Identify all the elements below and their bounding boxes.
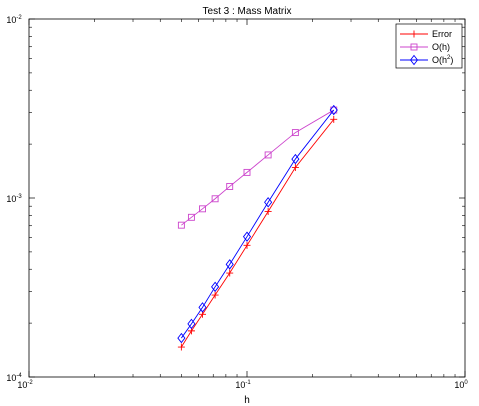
legend-entry: O(h2)	[400, 54, 453, 66]
diamond-marker	[198, 302, 207, 313]
plot-background	[29, 19, 465, 377]
diamond-marker	[291, 153, 300, 165]
diamond-marker	[329, 104, 338, 116]
plot-frame	[28, 18, 466, 378]
diamond-marker	[409, 54, 419, 66]
square-marker	[410, 43, 418, 51]
series-square	[177, 106, 338, 229]
legend-box	[395, 23, 463, 69]
plus-marker	[177, 343, 185, 351]
x-axis-label: h	[244, 395, 250, 406]
series-line	[181, 109, 334, 226]
plus-marker	[264, 208, 272, 216]
square-marker	[291, 129, 299, 137]
square-marker	[226, 183, 234, 190]
y-tick-label: 10-4	[6, 373, 22, 383]
diamond-marker	[242, 231, 252, 242]
diamond-marker	[187, 318, 196, 330]
x-tick-label: 10-1	[235, 380, 251, 390]
y-tick-label: 10-3	[6, 194, 22, 204]
series-line	[181, 109, 335, 339]
y-tick-label: 10-2	[6, 15, 22, 25]
plus-marker	[243, 241, 251, 249]
square-marker	[243, 168, 251, 176]
legend-label: O(h2)	[432, 55, 453, 65]
x-tick-label: 10-2	[17, 380, 33, 390]
square-marker	[211, 195, 219, 203]
series-layer	[177, 104, 338, 351]
plus-marker	[211, 291, 219, 299]
chart-title: Test 3 : Mass Matrix	[203, 6, 292, 17]
plus-marker	[330, 115, 338, 123]
diamond-marker	[264, 197, 273, 208]
plus-marker	[226, 269, 234, 277]
x-tick-label: 100	[454, 380, 468, 390]
legend-entry: O(h)	[400, 42, 450, 52]
legend-entry: Error	[400, 29, 452, 39]
plus-marker	[410, 30, 418, 38]
legend: Error O(h) O(h2)	[395, 23, 463, 69]
legend-label: Error	[432, 29, 452, 39]
series-diamond	[177, 104, 338, 344]
square-marker	[177, 221, 185, 229]
diamond-marker	[211, 281, 220, 293]
square-marker	[199, 205, 206, 213]
legend-label: O(h)	[432, 42, 450, 52]
plus-marker	[291, 164, 299, 172]
square-marker	[187, 213, 195, 221]
diamond-marker	[177, 332, 186, 344]
diamond-marker	[225, 259, 234, 270]
square-marker	[264, 151, 272, 159]
